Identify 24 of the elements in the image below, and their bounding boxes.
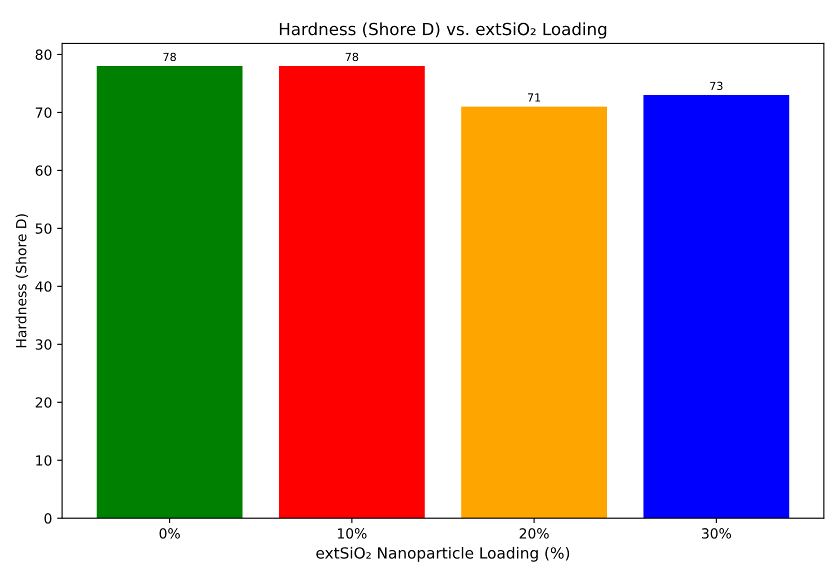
x-tick-label: 10% xyxy=(338,528,367,539)
y-tick-label: 20 xyxy=(36,397,52,408)
data-label: 71 xyxy=(528,93,540,102)
data-label: 78 xyxy=(163,52,176,62)
bar xyxy=(96,66,243,518)
x-tick-label: 20% xyxy=(520,528,549,539)
y-tick-label: 70 xyxy=(36,107,52,118)
bar xyxy=(643,95,790,518)
bar xyxy=(278,66,425,518)
y-tick-label: 80 xyxy=(36,49,52,60)
y-tick-label: 60 xyxy=(36,165,52,176)
chart-title: Hardness (Shore D) vs. extSiO₂ Loading xyxy=(280,22,606,39)
y-tick-label: 0 xyxy=(44,513,52,524)
y-tick-label: 50 xyxy=(36,223,52,234)
x-tick-label: 30% xyxy=(702,528,732,539)
data-label: 78 xyxy=(346,52,358,62)
y-tick-label: 30 xyxy=(36,339,52,350)
bar xyxy=(461,106,607,518)
data-label: 73 xyxy=(710,82,723,90)
y-tick-label: 10 xyxy=(36,455,52,466)
y-axis-title: Hardness (Shore D) xyxy=(16,214,28,348)
y-tick-label: 40 xyxy=(35,281,52,292)
x-axis-title: extSiO₂ Nanoparticle Loading (%) xyxy=(316,546,570,562)
x-tick-label: 0% xyxy=(160,528,180,539)
